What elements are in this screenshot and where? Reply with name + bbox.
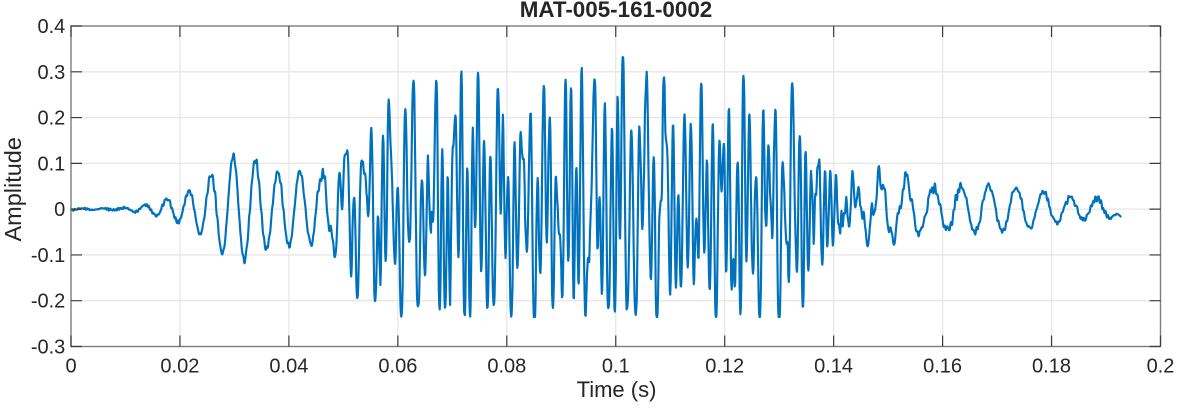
svg-text:0.06: 0.06 — [378, 355, 417, 377]
svg-text:Amplitude: Amplitude — [0, 137, 26, 242]
svg-text:0.3: 0.3 — [37, 62, 65, 84]
svg-text:0.18: 0.18 — [1032, 355, 1071, 377]
svg-text:-0.1: -0.1 — [31, 245, 65, 267]
svg-text:Time (s): Time (s) — [577, 377, 657, 402]
svg-text:0.12: 0.12 — [705, 355, 744, 377]
svg-text:-0.3: -0.3 — [31, 337, 65, 359]
svg-text:0.1: 0.1 — [37, 153, 65, 175]
svg-text:0.14: 0.14 — [814, 355, 853, 377]
svg-text:0.2: 0.2 — [37, 108, 65, 130]
svg-text:-0.2: -0.2 — [31, 291, 65, 313]
svg-text:0.04: 0.04 — [269, 355, 308, 377]
svg-text:0.08: 0.08 — [487, 355, 526, 377]
svg-text:0.16: 0.16 — [923, 355, 962, 377]
svg-text:0: 0 — [54, 199, 65, 221]
svg-text:0.4: 0.4 — [37, 16, 65, 38]
svg-text:MAT-005-161-0002: MAT-005-161-0002 — [520, 0, 713, 22]
svg-text:0.02: 0.02 — [160, 355, 199, 377]
svg-text:0: 0 — [65, 355, 76, 377]
svg-text:0.2: 0.2 — [1147, 355, 1175, 377]
svg-text:0.1: 0.1 — [602, 355, 630, 377]
